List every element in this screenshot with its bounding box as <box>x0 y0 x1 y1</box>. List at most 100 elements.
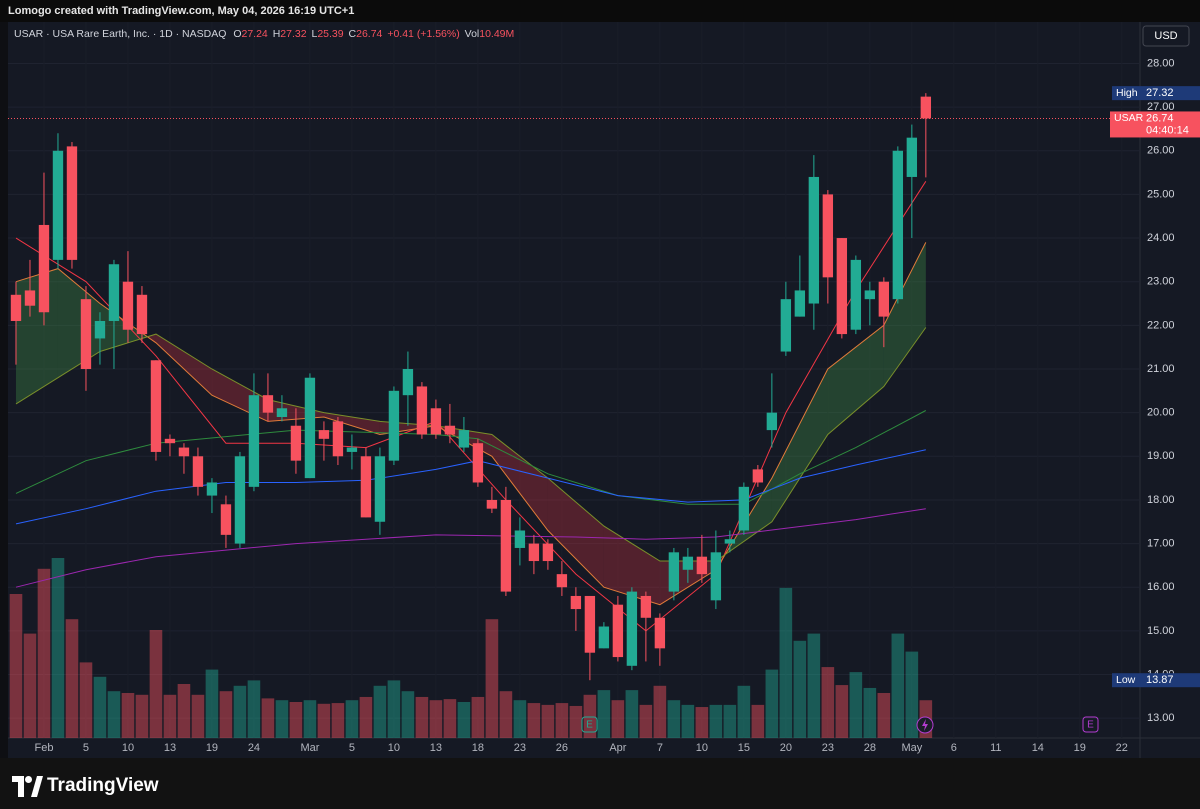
price-tag-value: 26.74 <box>1146 112 1174 124</box>
x-tick-label: 26 <box>556 742 568 754</box>
ohlc-label: C <box>349 28 357 40</box>
cloud-segment <box>491 434 548 531</box>
event-label[interactable]: E <box>1087 720 1094 731</box>
split-icon[interactable] <box>916 716 934 734</box>
grid-layer <box>8 22 1140 738</box>
vol-label: Vol <box>465 28 480 40</box>
candle-body <box>920 96 932 119</box>
candle-body <box>752 469 764 483</box>
event-icon[interactable]: E <box>1082 716 1099 733</box>
y-tick-label: 21.00 <box>1147 363 1175 375</box>
ohlc-value: 26.74 <box>356 28 382 40</box>
candle-body <box>136 294 148 335</box>
price-tag-value: 13.87 <box>1146 674 1174 686</box>
volume-bar <box>611 700 625 738</box>
volume-bar <box>625 690 639 738</box>
event-badge[interactable] <box>1082 716 1099 733</box>
candle-body <box>416 386 428 435</box>
candle-body <box>696 556 708 575</box>
candle-body <box>24 290 36 306</box>
candle-body <box>38 224 50 313</box>
volume-bar <box>541 704 555 738</box>
candle-body <box>668 552 680 592</box>
x-tick-label: 13 <box>430 742 442 754</box>
candle-body <box>430 408 442 435</box>
x-tick-label: 13 <box>164 742 176 754</box>
footer <box>0 758 1200 809</box>
symbol: USAR · USA Rare Earth, Inc. · 1D · NASDA… <box>14 28 226 40</box>
volume-bar <box>709 704 723 738</box>
x-tick-label: 5 <box>349 742 355 754</box>
candle-body <box>444 425 456 435</box>
brand-logo <box>12 776 43 797</box>
ohlc-value: 25.39 <box>317 28 343 40</box>
candle-body <box>724 539 736 544</box>
axis-layer: 13.0014.0015.0016.0017.0018.0019.0020.00… <box>8 57 1200 754</box>
y-tick-label: 13.00 <box>1147 712 1175 724</box>
x-tick-label: 19 <box>1074 742 1086 754</box>
volume-bar <box>359 696 373 738</box>
top-bar-text: Lomogo created with TradingView.com, May… <box>8 5 354 17</box>
candle-body <box>206 482 218 496</box>
candle-body <box>94 320 106 339</box>
countdown: 04:40:14 <box>1146 124 1189 136</box>
price-tag <box>1112 673 1200 688</box>
y-tick-label: 23.00 <box>1147 276 1175 288</box>
logo-part <box>12 776 24 797</box>
candle-body <box>780 299 792 352</box>
volume-bar <box>793 640 807 738</box>
candle-body <box>640 595 652 618</box>
ma-line <box>15 181 927 632</box>
cloud-segment <box>155 334 212 396</box>
candle-body <box>164 438 176 444</box>
y-tick-label: 24.00 <box>1147 232 1175 244</box>
x-tick-label: May <box>901 742 922 754</box>
volume-bar <box>233 685 247 738</box>
brand: TradingView <box>47 775 159 796</box>
y-tick-label: 22.00 <box>1147 319 1175 331</box>
currency[interactable]: USD <box>1154 30 1177 42</box>
ohlc-label: L <box>311 28 317 40</box>
candle-body <box>472 443 484 483</box>
candle-body <box>262 395 274 413</box>
volume-bar <box>695 707 709 738</box>
volume-bar <box>779 587 793 738</box>
volume-bar <box>303 700 317 738</box>
volume-bar <box>93 676 107 738</box>
volume-bar <box>555 703 569 738</box>
cloud-segment <box>883 242 926 387</box>
event-label[interactable]: E <box>586 720 593 731</box>
volume-bar <box>737 685 751 738</box>
candle-body <box>220 504 232 535</box>
currency-button[interactable] <box>1142 25 1190 47</box>
ohlc-label: H <box>273 28 281 40</box>
time-axis <box>8 738 1140 758</box>
candle-body <box>304 377 316 479</box>
event-icon[interactable]: E <box>581 716 598 733</box>
price-axis <box>1140 22 1200 758</box>
candle-body <box>584 595 596 653</box>
x-tick-label: Apr <box>609 742 626 754</box>
y-tick-label: 19.00 <box>1147 450 1175 462</box>
volume-bar <box>107 691 121 738</box>
candle-body <box>822 194 834 278</box>
volume-bar <box>9 594 23 738</box>
volume-bar <box>317 703 331 738</box>
volume-layer <box>9 558 933 738</box>
volume-bar <box>415 696 429 738</box>
volume-bar <box>121 693 135 738</box>
candle-body <box>612 604 624 658</box>
volume-bar <box>191 694 205 738</box>
volume-bar <box>863 687 877 738</box>
volume-bar <box>513 700 527 738</box>
y-tick-label: 27.00 <box>1147 101 1175 113</box>
candle-body <box>500 499 512 592</box>
split-glyph[interactable] <box>922 719 928 731</box>
y-tick-label: 15.00 <box>1147 625 1175 637</box>
candle-body <box>808 176 820 304</box>
event-badge[interactable] <box>581 716 598 733</box>
volume-bar <box>527 703 541 738</box>
x-tick-label: 24 <box>248 742 260 754</box>
candle-layer <box>10 93 932 681</box>
